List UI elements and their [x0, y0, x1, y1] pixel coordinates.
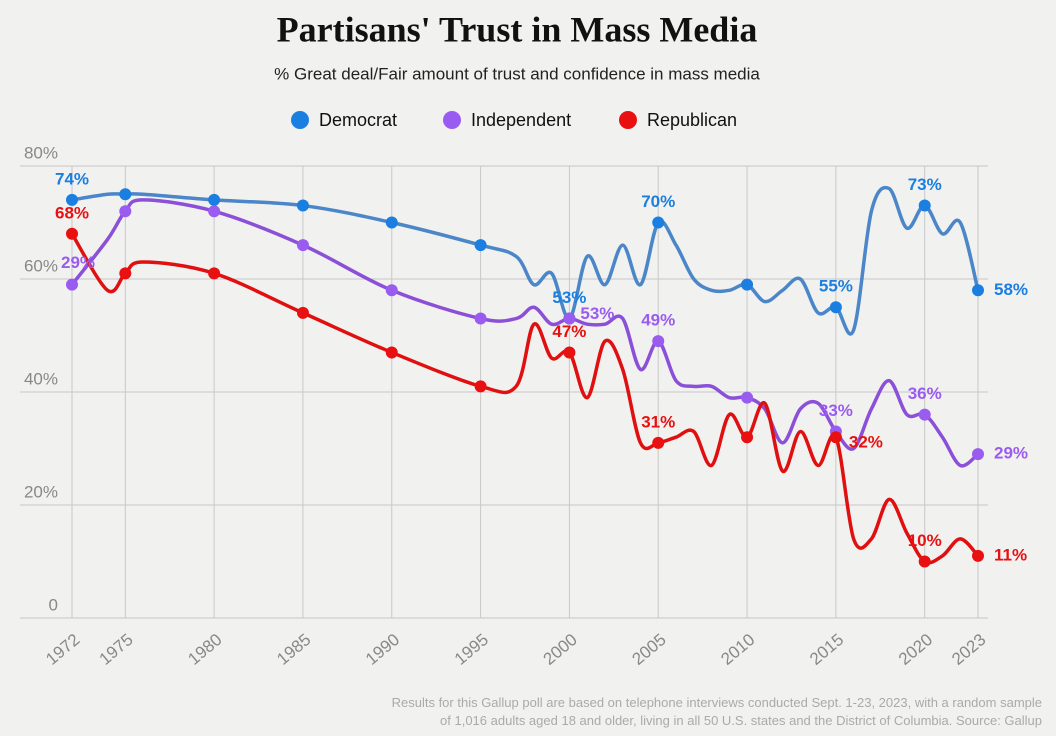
marker [829, 431, 842, 444]
line [71, 185, 980, 336]
marker [652, 216, 665, 229]
legend-label: Independent [471, 110, 571, 130]
y-tick-label: 60% [24, 256, 58, 275]
marker [741, 278, 754, 291]
marker [829, 301, 842, 314]
value-label: 47% [552, 322, 586, 341]
marker [296, 199, 309, 212]
marker [918, 555, 931, 568]
value-label: 55% [819, 277, 853, 296]
marker [208, 205, 221, 218]
line [70, 198, 980, 468]
marker [66, 227, 78, 240]
footnote-line: of 1,016 adults aged 18 and older, livin… [440, 713, 1042, 728]
marker [741, 431, 754, 444]
y-tick-label: 40% [24, 369, 58, 388]
marker [972, 284, 984, 297]
marker [474, 312, 487, 325]
legend-label: Democrat [319, 110, 397, 130]
value-label: 53% [580, 304, 614, 323]
y-tick-label: 80% [24, 143, 58, 162]
marker [208, 193, 221, 206]
value-label: 68% [55, 203, 89, 222]
value-label: 74% [55, 169, 89, 188]
line [70, 232, 980, 565]
marker [652, 335, 665, 348]
marker [66, 278, 78, 291]
marker [208, 267, 221, 280]
marker [972, 549, 984, 562]
value-label: 73% [908, 175, 942, 194]
marker [119, 267, 132, 280]
chart-subtitle: % Great deal/Fair amount of trust and co… [274, 64, 760, 83]
marker [119, 205, 132, 218]
chart-title: Partisans' Trust in Mass Media [277, 9, 758, 49]
legend-marker [619, 111, 637, 129]
footnote-line: Results for this Gallup poll are based o… [392, 695, 1042, 710]
value-label: 29% [994, 444, 1028, 463]
legend-marker [291, 111, 309, 129]
marker [741, 391, 754, 404]
marker [296, 306, 309, 319]
marker [918, 408, 931, 421]
value-label: 32% [849, 433, 883, 452]
footnote: Results for this Gallup poll are based o… [392, 695, 1042, 728]
value-label: 31% [641, 412, 675, 431]
marker [563, 346, 576, 359]
marker [652, 436, 665, 449]
y-tick-label: 0 [49, 595, 58, 614]
value-label: 11% [994, 545, 1027, 564]
legend-label: Republican [647, 110, 737, 130]
value-label: 53% [552, 288, 586, 307]
value-label: 49% [641, 311, 675, 330]
marker [563, 312, 576, 325]
marker [119, 188, 132, 201]
marker [66, 193, 78, 206]
value-label: 58% [994, 280, 1028, 299]
y-tick-label: 20% [24, 482, 58, 501]
marker [385, 346, 398, 359]
marker [474, 380, 487, 393]
marker [385, 284, 398, 297]
value-label: 36% [908, 384, 942, 403]
value-label: 33% [819, 401, 853, 420]
value-label: 70% [641, 192, 675, 211]
annotation: 29% [61, 253, 95, 272]
marker [296, 239, 309, 252]
marker [972, 448, 984, 461]
legend-marker [443, 111, 461, 129]
value-label: 10% [908, 531, 942, 550]
marker [474, 239, 487, 252]
marker [385, 216, 398, 229]
marker [918, 199, 931, 212]
